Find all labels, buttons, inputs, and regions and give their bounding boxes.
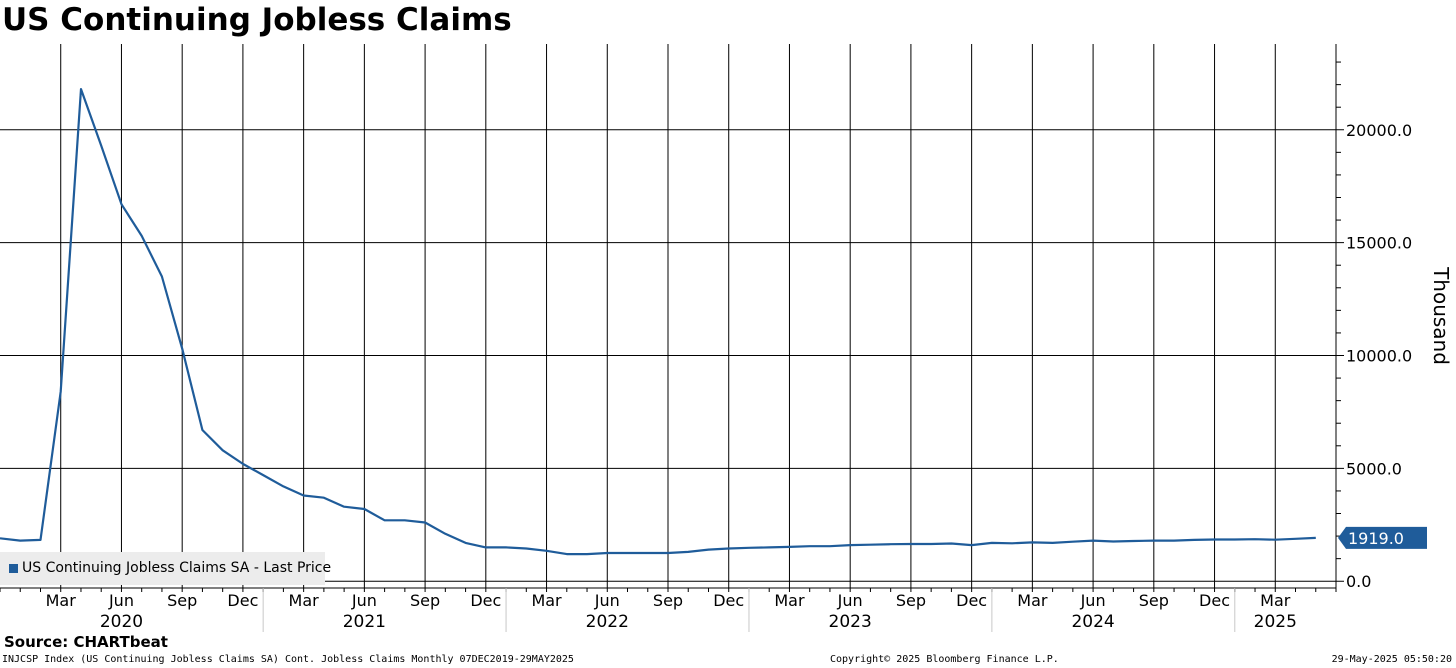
x-tick-label: Mar xyxy=(289,591,320,610)
y-tick-label: 0.0 xyxy=(1346,572,1371,591)
label-layer: 0.0 5000.0 10000.0 15000.0 20000.0 Mar Jun Sep D… xyxy=(46,121,1453,632)
x-year-label: 2025 xyxy=(1254,612,1297,632)
x-tick-label: Dec xyxy=(470,591,501,610)
legend-swatch xyxy=(9,564,18,573)
x-tick-label: Jun xyxy=(837,591,863,610)
x-tick-label: Jun xyxy=(1080,591,1106,610)
x-tick-label: Dec xyxy=(956,591,987,610)
x-year-label: 2022 xyxy=(586,612,629,632)
x-tick-label: Mar xyxy=(1017,591,1048,610)
x-tick-label: Sep xyxy=(167,591,197,610)
y-axis-title: Thousand xyxy=(1429,266,1453,365)
series-layer xyxy=(0,87,1316,556)
x-tick-label: Sep xyxy=(410,591,440,610)
y-tick-label: 5000.0 xyxy=(1346,459,1402,478)
axis-layer xyxy=(0,44,1341,632)
x-tick-label: Dec xyxy=(713,591,744,610)
x-tick-label: Dec xyxy=(1199,591,1230,610)
footer-description: INJCSP Index (US Continuing Jobless Clai… xyxy=(2,654,574,665)
source-label: Source: CHARTbeat xyxy=(4,633,168,651)
x-tick-label: Mar xyxy=(1260,591,1291,610)
x-year-label: 2023 xyxy=(829,612,872,632)
x-tick-label: Jun xyxy=(351,591,377,610)
x-tick-label: Sep xyxy=(896,591,926,610)
x-tick-label: Mar xyxy=(46,591,77,610)
y-tick-label: 15000.0 xyxy=(1346,234,1412,253)
footer-copyright: Copyright© 2025 Bloomberg Finance L.P. xyxy=(830,654,1059,665)
x-tick-label: Jun xyxy=(108,591,134,610)
x-tick-label: Jun xyxy=(594,591,620,610)
legend-entry: US Continuing Jobless Claims SA - Last P… xyxy=(22,560,332,576)
grid-layer xyxy=(0,44,1344,588)
last-value-label: 1919.0 xyxy=(1348,529,1404,548)
y-tick-label: 10000.0 xyxy=(1346,347,1412,366)
footer-timestamp: 29-May-2025 05:50:20 xyxy=(1331,654,1452,665)
chart-title: US Continuing Jobless Claims xyxy=(2,2,512,38)
x-tick-label: Dec xyxy=(227,591,258,610)
x-year-label: 2020 xyxy=(100,612,143,632)
x-year-label: 2024 xyxy=(1071,612,1114,632)
x-tick-label: Mar xyxy=(774,591,805,610)
last-value-tag xyxy=(1338,526,1427,549)
x-tick-label: Sep xyxy=(653,591,683,610)
x-tick-label: Sep xyxy=(1139,591,1169,610)
x-year-label: 2021 xyxy=(343,612,386,632)
series-line xyxy=(0,87,1316,556)
x-tick-label: Mar xyxy=(531,591,562,610)
y-tick-label: 20000.0 xyxy=(1346,121,1412,140)
legend: US Continuing Jobless Claims SA - Last P… xyxy=(0,552,331,585)
